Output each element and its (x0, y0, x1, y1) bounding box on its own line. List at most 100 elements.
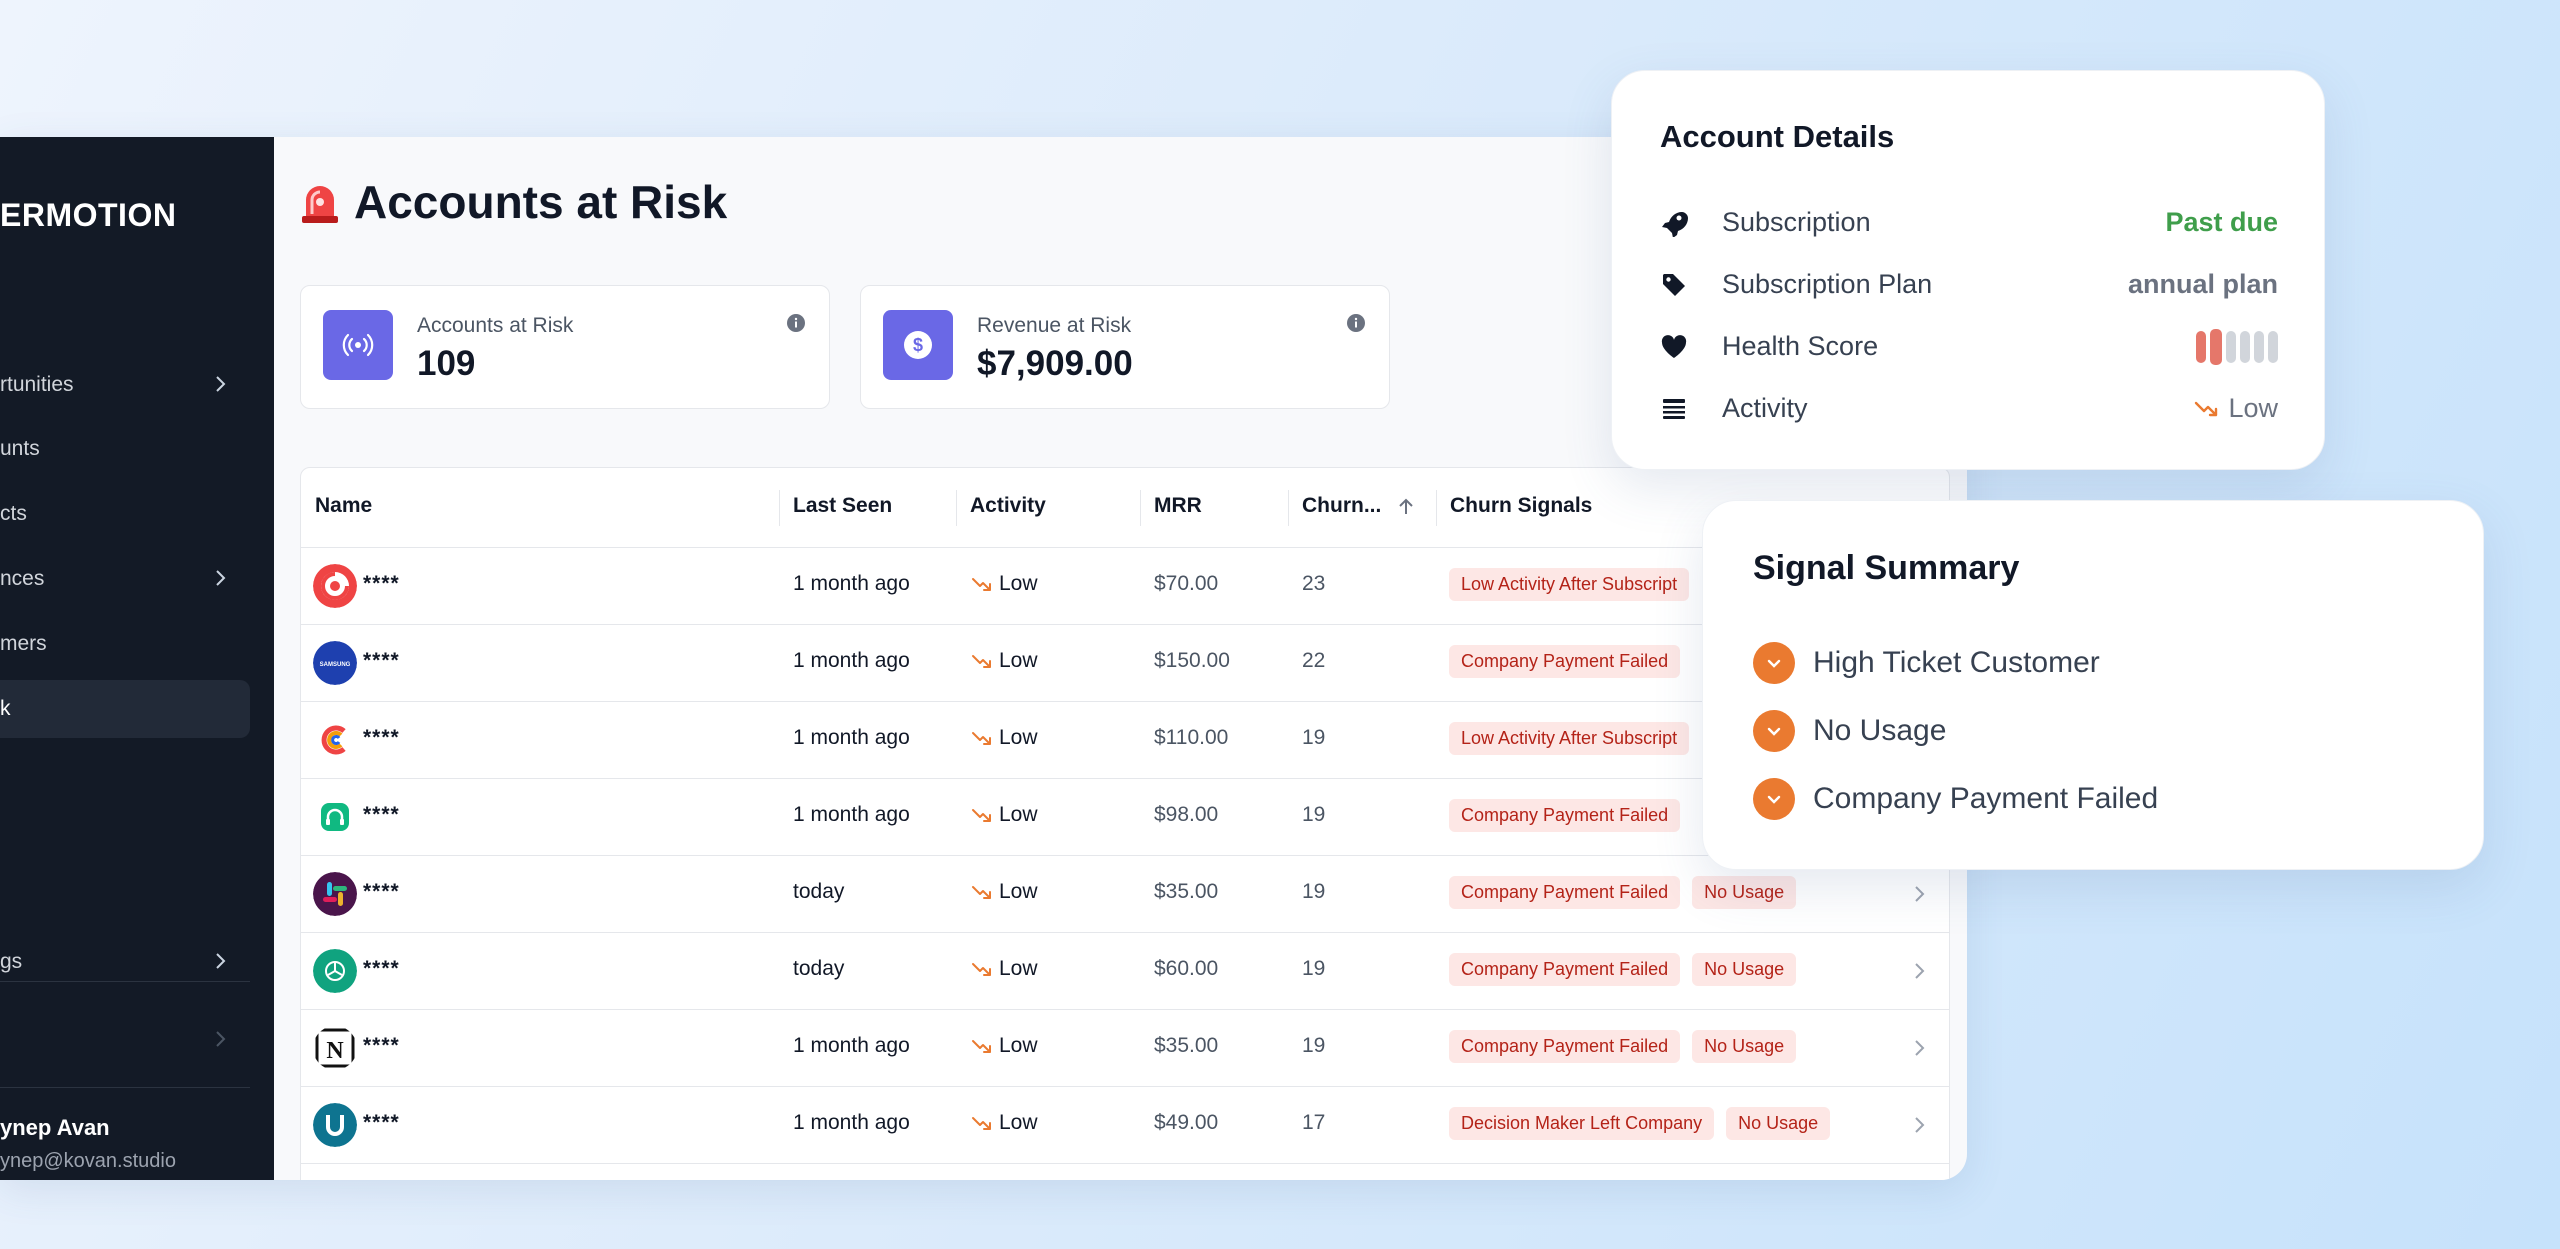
trend-down-icon (972, 886, 991, 899)
svg-text:$: $ (913, 335, 923, 355)
churn-signals: Decision Maker Left Company No Usage (1449, 1107, 1842, 1140)
detail-label: Subscription Plan (1722, 269, 1933, 299)
sidebar-item-accounts[interactable]: unts (0, 420, 250, 478)
headset-logo (313, 795, 357, 839)
chevron-down-icon[interactable] (1753, 778, 1795, 820)
trend-down-icon (972, 655, 991, 668)
sidebar-item-at-risk[interactable]: k (0, 680, 250, 738)
sidebar-item-contacts[interactable]: cts (0, 485, 250, 543)
activity-label: Low (999, 649, 1038, 672)
signal-summary-panel: Signal Summary High Ticket Customer No Us… (1702, 500, 2484, 870)
subscription-plan-value: annual plan (2127, 269, 2278, 299)
target-logo (313, 564, 357, 608)
sidebar: ERMOTION rtunities unts cts nces mers k … (0, 137, 274, 1180)
chevron-right-icon[interactable] (1907, 959, 1931, 983)
chevron-down-icon[interactable] (1753, 642, 1795, 684)
churn-signal-badge: Company Payment Failed (1449, 953, 1681, 986)
sidebar-item-label: k (0, 697, 11, 720)
sidebar-item-customers[interactable]: mers (0, 615, 250, 673)
account-name: **** (363, 649, 400, 672)
activity-cell: Low (971, 957, 1038, 981)
chevron-right-icon[interactable] (1907, 1036, 1931, 1060)
last-seen: today (793, 880, 845, 903)
sidebar-workspace-switcher[interactable] (0, 999, 250, 1057)
table-row[interactable]: **** today Low $35.00 19 Company Payment Fail… (301, 856, 1949, 933)
column-header-churn[interactable]: Churn... (1302, 494, 1382, 517)
table-row[interactable]: N **** 1 month ago Low $35.00 19 Company Payme… (301, 1010, 1949, 1087)
last-seen: 1 month ago (793, 803, 910, 826)
page-title: Accounts at Risk (300, 175, 727, 229)
column-divider (1288, 490, 1289, 526)
chevron-right-icon (216, 1031, 226, 1047)
signal-item: No Usage (1753, 709, 1946, 753)
info-icon[interactable] (1347, 314, 1365, 332)
last-seen: 1 month ago (793, 572, 910, 595)
account-name: **** (363, 957, 400, 980)
mrr-value: $35.00 (1154, 1034, 1219, 1057)
activity-value: Low (2194, 393, 2278, 424)
detail-row-plan: Subscription Plan annual plan (1660, 265, 2278, 305)
activity-label: Low (999, 1111, 1038, 1134)
health-score-segment (2240, 331, 2250, 363)
table-row[interactable]: **** 1 month ago Low $49.00 17 Decision Maker… (301, 1087, 1949, 1164)
health-score-segment (2196, 331, 2206, 363)
accounts-table: Name Last Seen Activity MRR Churn... Chu… (300, 467, 1950, 1180)
trend-down-icon (2195, 401, 2218, 416)
panel-title: Signal Summary (1753, 549, 2020, 587)
chevron-right-icon[interactable] (1907, 882, 1931, 906)
column-divider (1436, 490, 1437, 526)
column-header-name[interactable]: Name (315, 494, 373, 517)
churn-signal-badge: Low Activity After Subscript (1449, 722, 1690, 755)
svg-text:SAMSUNG: SAMSUNG (320, 662, 351, 668)
churn-score: 23 (1302, 572, 1326, 595)
detail-label: Health Score (1722, 331, 1879, 361)
activity-cell: Low (971, 572, 1038, 596)
info-icon[interactable] (787, 314, 805, 332)
churn-score: 19 (1302, 1034, 1326, 1057)
column-header-churn-signals[interactable]: Churn Signals (1450, 494, 1593, 517)
column-header-activity[interactable]: Activity (970, 494, 1046, 517)
trend-down-icon (972, 578, 991, 591)
chevron-right-icon[interactable] (1907, 1113, 1931, 1137)
sidebar-divider (0, 1087, 250, 1088)
sidebar-item-audiences[interactable]: nces (0, 550, 250, 608)
health-score-bar (2196, 329, 2278, 365)
trend-down-icon (972, 1117, 991, 1130)
svg-text:N: N (326, 1038, 344, 1064)
table-row[interactable]: **** 1 month ago Low $70.00 23 Low Activity A… (301, 548, 1949, 625)
account-details-panel: Account Details Subscription Past due Su… (1611, 70, 2325, 470)
health-score-segment (2254, 331, 2264, 363)
activity-label: Low (999, 880, 1038, 903)
signal-label: No Usage (1813, 714, 1947, 747)
table-header: Name Last Seen Activity MRR Churn... Chu… (301, 468, 1949, 548)
table-row[interactable]: **** 1 month ago Low $110.00 19 Low Activity … (301, 702, 1949, 779)
stat-label: Revenue at Risk (977, 314, 1132, 337)
sidebar-item-opportunities[interactable]: rtunities (0, 356, 250, 414)
chevron-down-icon[interactable] (1753, 710, 1795, 752)
churn-signal-badge: Company Payment Failed (1449, 1030, 1681, 1063)
mrr-value: $98.00 (1154, 803, 1219, 826)
user-email: ynep@kovan.studio (0, 1150, 176, 1172)
sidebar-item-settings[interactable]: gs (0, 933, 250, 991)
activity-cell: Low (971, 1034, 1038, 1058)
signal-item: Company Payment Failed (1753, 777, 2158, 821)
churn-signal-badge: Low Activity After Subscript (1449, 568, 1690, 601)
churn-signal-badge: Company Payment Failed (1449, 799, 1681, 832)
column-divider (956, 490, 957, 526)
openai-logo (313, 949, 357, 993)
activity-cell: Low (971, 726, 1038, 750)
churn-score: 19 (1302, 803, 1326, 826)
stat-value: $7,909.00 (977, 344, 1133, 383)
mrr-value: $60.00 (1154, 957, 1219, 980)
column-header-mrr[interactable]: MRR (1154, 494, 1202, 517)
sort-ascending-icon[interactable] (1395, 496, 1417, 518)
table-row[interactable]: SAMSUNG **** 1 month ago Low $150.00 22 Compan… (301, 625, 1949, 702)
mrr-value: $35.00 (1154, 880, 1219, 903)
table-row[interactable]: **** today Low $60.00 19 Company Payment Fail… (301, 933, 1949, 1010)
sidebar-item-label: cts (0, 502, 27, 525)
column-header-last-seen[interactable]: Last Seen (793, 494, 893, 517)
trend-down-icon (972, 809, 991, 822)
last-seen: 1 month ago (793, 1111, 910, 1134)
account-name: **** (363, 1111, 400, 1134)
table-row[interactable]: **** 1 month ago Low $98.00 19 Company Paymen… (301, 779, 1949, 856)
